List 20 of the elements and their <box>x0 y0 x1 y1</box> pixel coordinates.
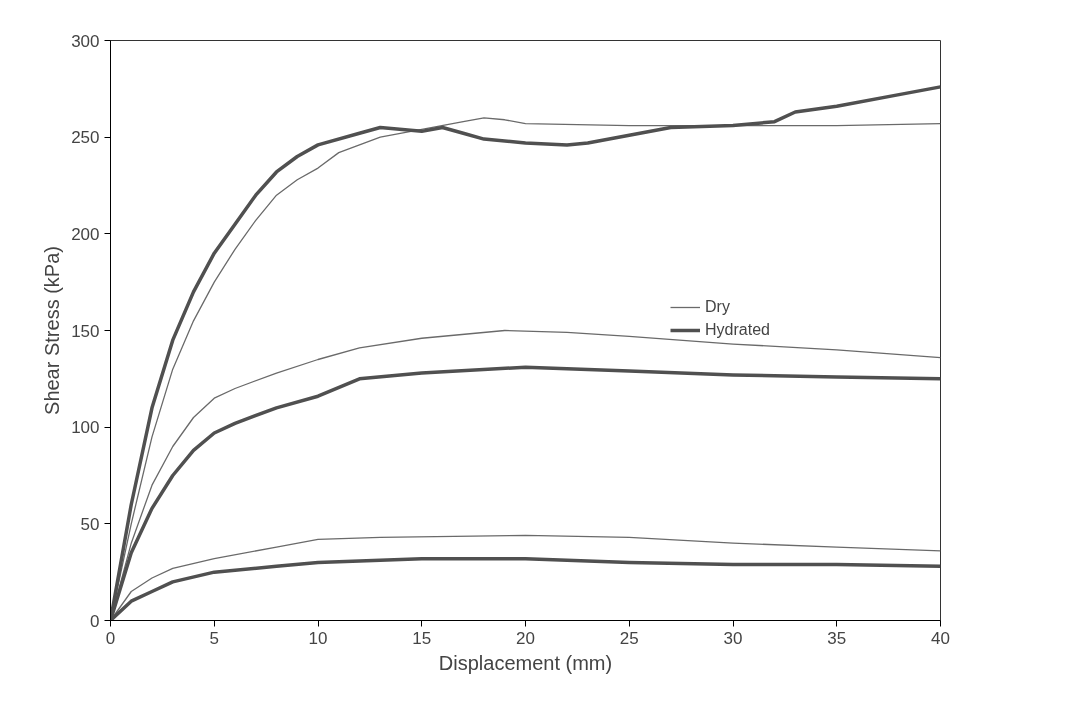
x-tick-label: 5 <box>209 628 219 648</box>
y-axis-title: Shear Stress (kPa) <box>41 246 64 415</box>
y-tick-label: 300 <box>71 31 100 51</box>
x-tick-label: 25 <box>619 628 639 648</box>
y-tick-label: 50 <box>80 514 100 534</box>
x-tick-label: 0 <box>105 628 116 648</box>
legend-label: Hydrated <box>705 321 770 339</box>
y-tick-label: 250 <box>71 128 100 148</box>
x-tick-label: 35 <box>827 628 847 648</box>
x-tick-label: 20 <box>516 628 535 648</box>
y-tick-label: 150 <box>71 321 100 341</box>
y-tick-label: 200 <box>71 224 100 244</box>
y-tick-label: 0 <box>90 611 100 631</box>
x-tick-label: 10 <box>308 628 328 648</box>
x-tick-label: 15 <box>412 628 432 648</box>
x-tick-label: 30 <box>723 628 743 648</box>
y-tick-label: 100 <box>71 418 100 438</box>
x-axis-title: Displacement (mm) <box>438 651 613 674</box>
x-tick-label: 40 <box>931 628 950 648</box>
legend-label: Dry <box>705 298 730 316</box>
